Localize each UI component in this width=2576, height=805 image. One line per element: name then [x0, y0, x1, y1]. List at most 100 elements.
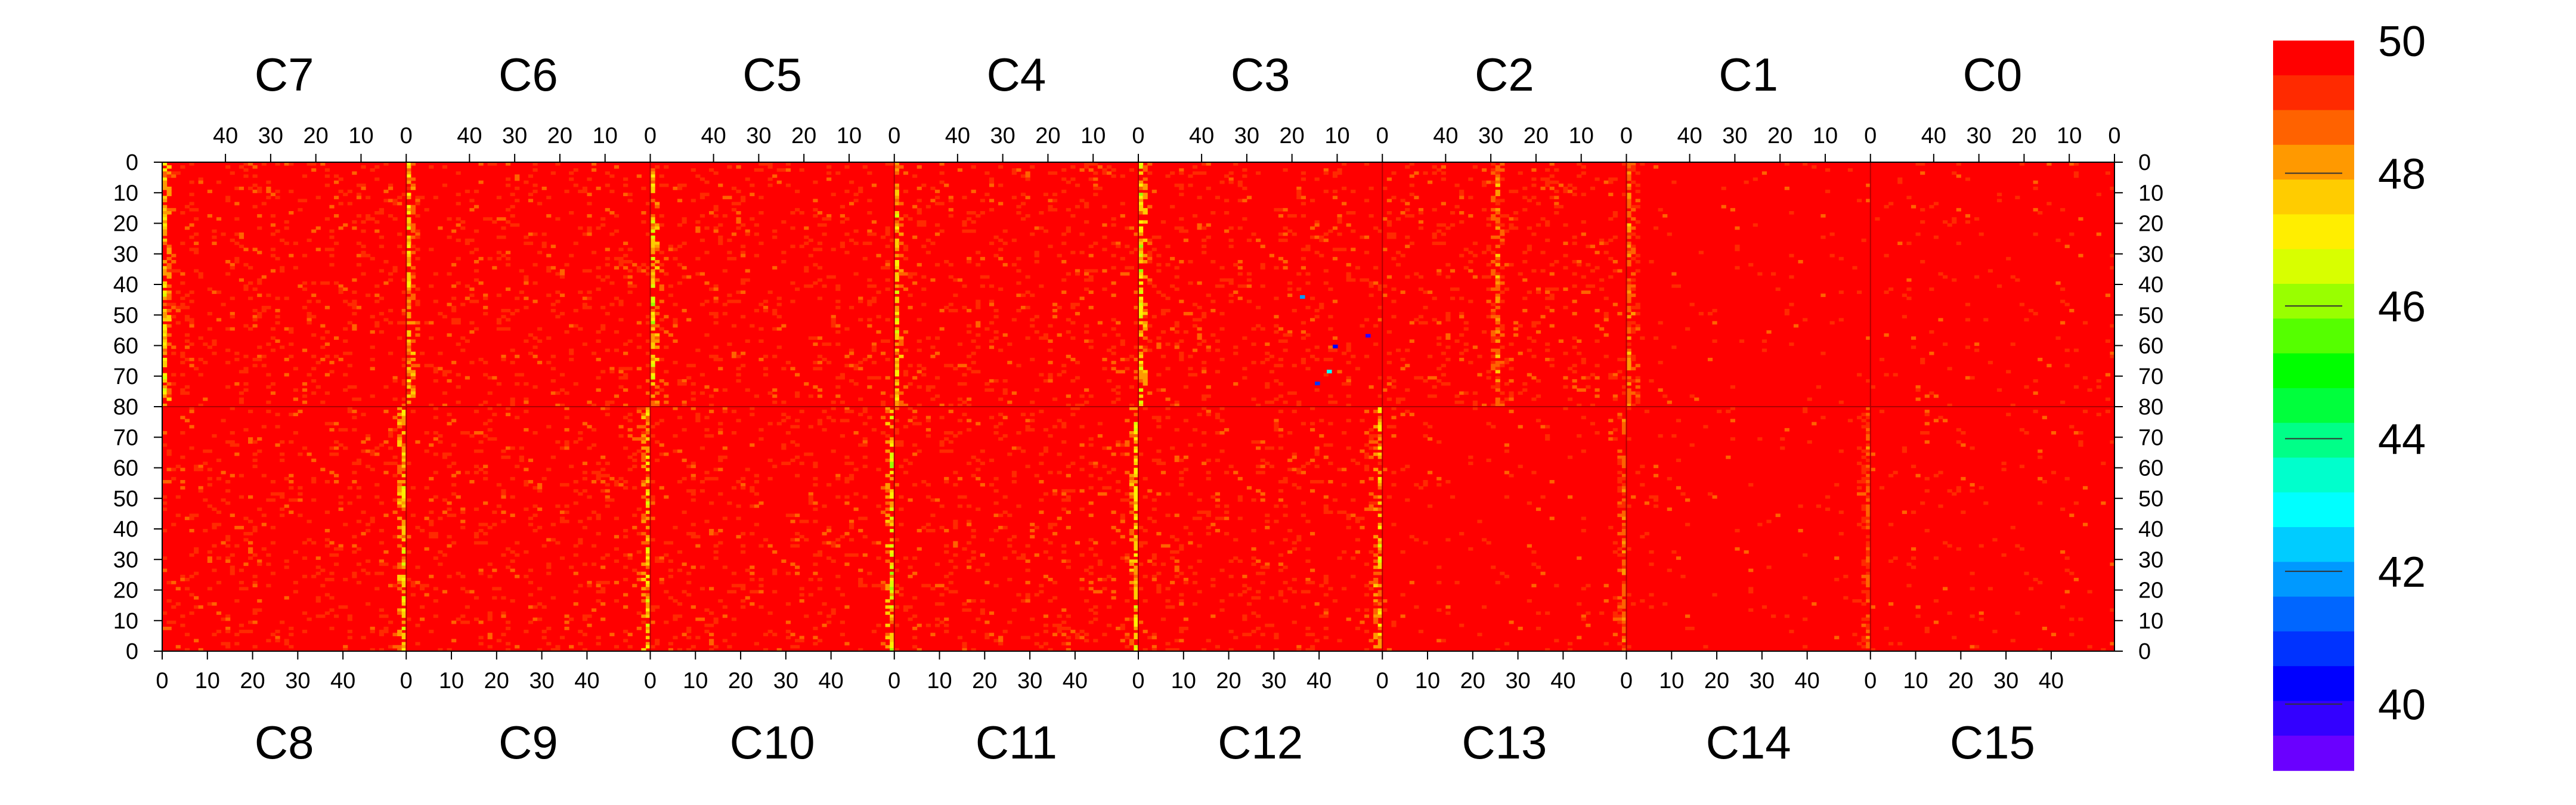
heatmap-cell	[1626, 165, 1631, 169]
heatmap-cell	[908, 605, 913, 609]
heatmap-cell	[2033, 187, 2038, 190]
heatmap-cell	[817, 553, 823, 557]
heatmap-cell	[1495, 180, 1500, 184]
heatmap-cell	[1228, 299, 1234, 304]
heatmap-cell	[1368, 214, 1374, 218]
heatmap-cell	[541, 605, 547, 609]
heatmap-cell	[1147, 260, 1153, 264]
heatmap-cell	[433, 299, 438, 304]
heatmap-cell	[397, 413, 402, 416]
heatmap-cell	[641, 648, 646, 652]
heatmap-cell	[1436, 342, 1442, 346]
heatmap-cell	[1495, 183, 1500, 187]
heatmap-cell	[659, 556, 664, 560]
heatmap-cell	[370, 367, 375, 371]
heatmap-cell	[175, 321, 181, 325]
heatmap-cell	[894, 538, 899, 542]
heatmap-cell	[180, 272, 185, 276]
heatmap-cell	[695, 256, 701, 261]
heatmap-cell	[984, 388, 990, 392]
heatmap-cell	[1314, 358, 1320, 361]
heatmap-cell	[1102, 205, 1107, 209]
heatmap-cell	[532, 336, 538, 340]
heatmap-cell	[1061, 364, 1067, 367]
heatmap-cell	[623, 388, 628, 392]
heatmap-cell	[2060, 299, 2066, 304]
heatmap-cell	[1323, 190, 1329, 193]
heatmap-cell	[460, 348, 466, 352]
heatmap-cell	[1400, 253, 1405, 258]
heatmap-cell	[971, 211, 976, 215]
heatmap-cell	[1102, 333, 1107, 337]
heatmap-cell	[573, 183, 578, 187]
heatmap-cell	[1626, 309, 1631, 312]
heatmap-cell	[1179, 358, 1184, 361]
heatmap-cell	[1572, 272, 1577, 276]
heatmap-cell	[750, 532, 755, 535]
heatmap-cell	[840, 244, 845, 249]
heatmap-cell	[352, 302, 357, 306]
heatmap-cell	[473, 260, 479, 264]
heatmap-cell	[166, 211, 172, 215]
heatmap-cell	[343, 446, 348, 450]
heatmap-cell	[1486, 275, 1491, 279]
heatmap-cell	[673, 434, 678, 438]
heatmap-cell	[1527, 336, 1532, 340]
heatmap-cell	[1947, 403, 1952, 407]
heatmap-cell	[1160, 354, 1166, 358]
heatmap-cell	[1603, 250, 1609, 255]
heatmap-cell	[519, 290, 524, 294]
heatmap-cell	[569, 171, 574, 175]
heatmap-cell	[1527, 373, 1532, 377]
heatmap-cell	[194, 550, 199, 554]
heatmap-cell	[406, 196, 411, 200]
heatmap-cell	[2064, 244, 2070, 249]
heatmap-cell	[564, 483, 569, 487]
heatmap-cell	[890, 416, 895, 420]
heatmap-cell	[1034, 260, 1039, 264]
heatmap-cell	[781, 462, 787, 465]
heatmap-cell	[650, 214, 655, 218]
heatmap-cell	[406, 236, 411, 239]
heatmap-cell	[1635, 199, 1640, 203]
heatmap-cell	[645, 510, 651, 514]
heatmap-cell	[1242, 367, 1247, 371]
heatmap-cell	[998, 202, 1004, 206]
heatmap-cell	[410, 581, 416, 584]
heatmap-cell	[944, 260, 949, 264]
heatmap-cell	[424, 584, 429, 587]
heatmap-cell	[664, 272, 669, 276]
heatmap-cell	[862, 407, 868, 410]
heatmap-cell	[401, 422, 407, 426]
heatmap-cell	[1500, 391, 1505, 395]
heatmap-cell	[763, 309, 769, 312]
heatmap-cell	[636, 532, 642, 535]
heatmap-cell	[1495, 165, 1500, 169]
heatmap-cell	[1612, 214, 1618, 218]
heatmap-cell	[333, 473, 339, 478]
heatmap-cell	[1202, 226, 1207, 230]
heatmap-cell	[1052, 171, 1058, 175]
heatmap-cell	[1192, 214, 1198, 218]
heatmap-cell	[333, 614, 339, 618]
heatmap-cell	[406, 256, 411, 261]
heatmap-cell	[736, 354, 741, 358]
heatmap-cell	[379, 296, 384, 301]
heatmap-cell	[505, 183, 511, 187]
heatmap-cell	[917, 263, 922, 267]
heatmap-cell	[976, 299, 981, 304]
heatmap-cell	[1346, 379, 1351, 383]
heatmap-cell	[650, 247, 655, 252]
heatmap-cell	[623, 578, 628, 581]
heatmap-cell	[609, 633, 615, 636]
heatmap-cell	[284, 327, 289, 331]
heatmap-cell	[1147, 253, 1153, 258]
heatmap-cell	[1535, 287, 1541, 291]
heatmap-cell	[795, 419, 800, 423]
heatmap-cell	[1151, 190, 1157, 193]
heatmap-cell	[406, 578, 411, 581]
heatmap-cell	[623, 376, 628, 380]
heatmap-cell	[930, 385, 936, 389]
heatmap-cell	[383, 190, 389, 193]
heatmap-cell	[207, 587, 212, 591]
